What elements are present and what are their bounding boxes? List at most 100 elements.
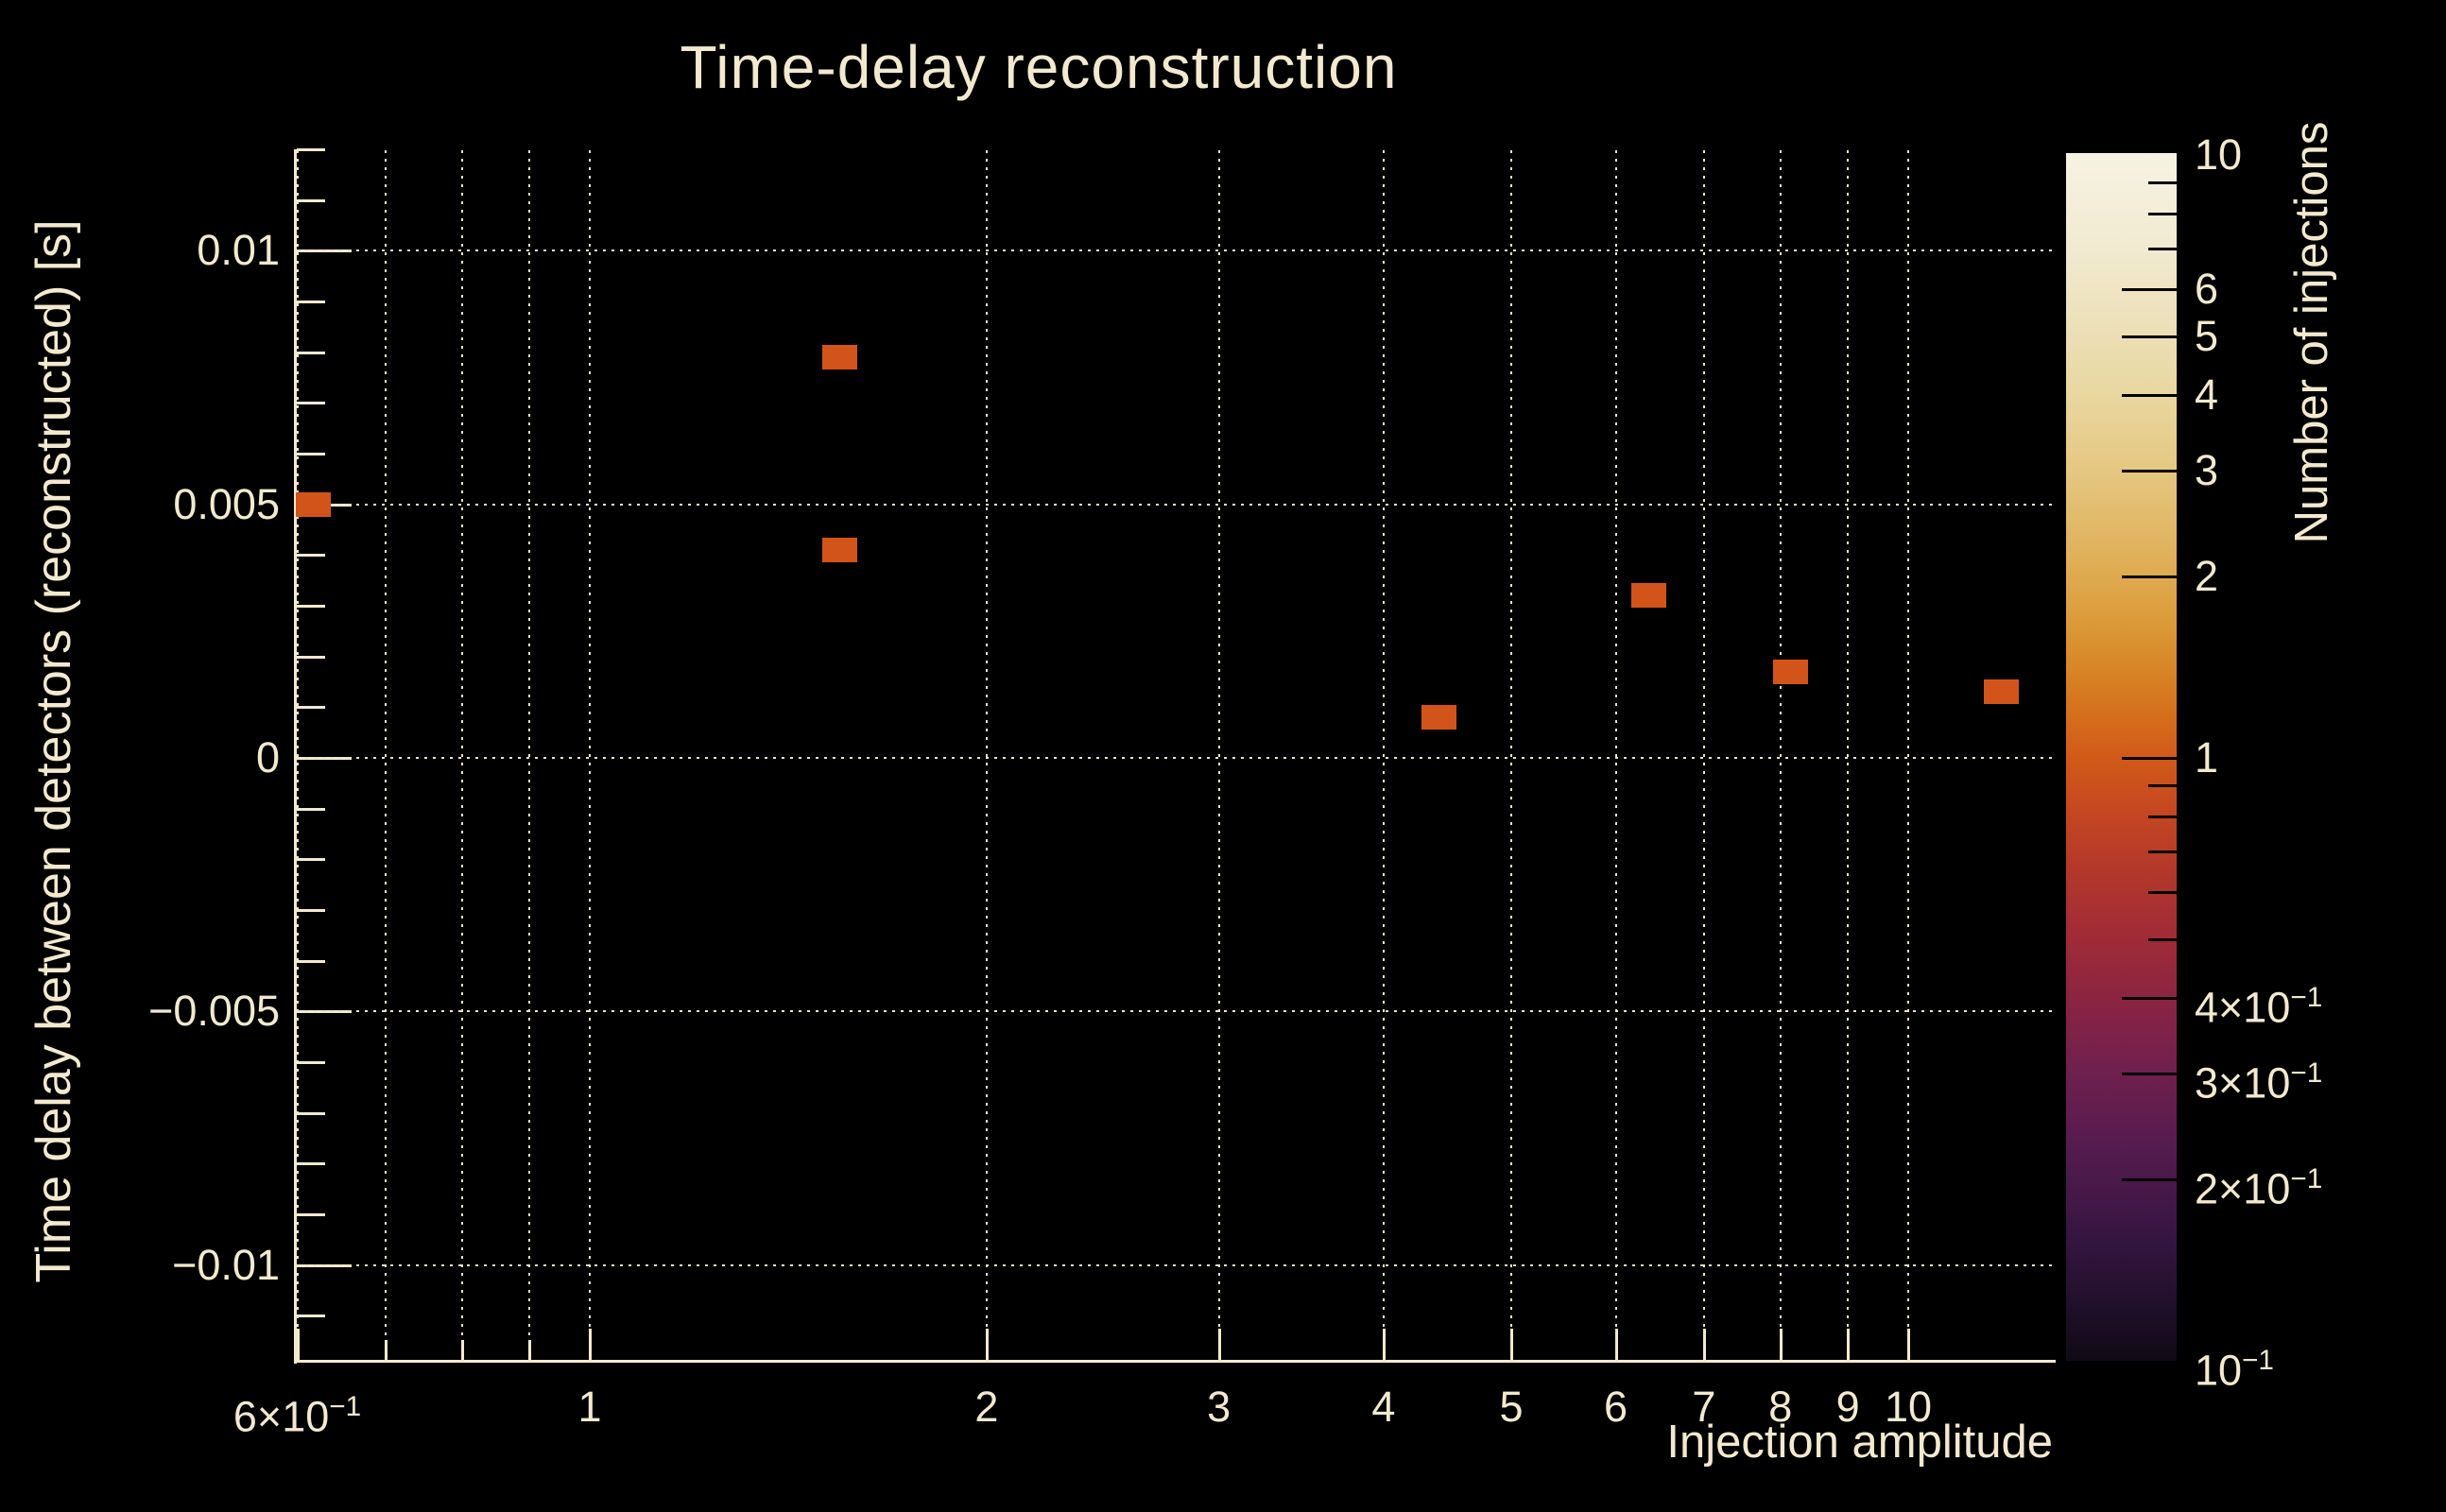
x-tick-label: 1	[577, 1383, 602, 1431]
x-tick	[460, 1340, 464, 1361]
y-tick	[297, 147, 325, 151]
exponent: −1	[2290, 1162, 2323, 1194]
y-tick	[297, 300, 325, 303]
colorbar-tick-label: 5	[2195, 312, 2219, 361]
colorbar-tick	[2122, 575, 2177, 578]
colorbar-tick	[2122, 757, 2177, 760]
y-tick	[297, 1111, 325, 1115]
colorbar-tick	[2122, 1177, 2177, 1181]
y-tick-label: −0.005	[148, 987, 280, 1036]
data-cell	[822, 345, 857, 369]
x-tick-label: 8	[1768, 1383, 1793, 1431]
x-tick-label: 10	[1884, 1383, 1933, 1431]
x-tick-label: 5	[1499, 1383, 1524, 1431]
colorbar-tick	[2148, 850, 2177, 853]
x-tick-label: 4	[1371, 1383, 1396, 1431]
y-gridline	[297, 249, 2056, 252]
y-tick	[297, 604, 325, 608]
colorbar-tick-label: 10	[2195, 130, 2243, 179]
y-tick-label: 0	[255, 733, 280, 782]
x-gridline	[460, 150, 463, 1361]
colorbar-tick	[2122, 287, 2177, 291]
x-gridline	[1907, 150, 1909, 1361]
colorbar-tick-label: 4×10−1	[2195, 981, 2323, 1032]
x-tick	[1217, 1329, 1221, 1361]
y-tick	[297, 554, 325, 558]
x-tick	[1614, 1329, 1618, 1361]
x-tick-label: 6	[1604, 1383, 1628, 1431]
x-tick	[1382, 1329, 1386, 1361]
y-tick	[297, 909, 325, 913]
data-cell	[1773, 660, 1808, 684]
x-gridline	[1779, 150, 1782, 1361]
x-axis-title: Injection amplitude	[1666, 1417, 2053, 1468]
colorbar-tick	[2148, 181, 2177, 185]
colorbar-tick-label: 6	[2195, 264, 2219, 313]
y-tick	[297, 706, 325, 710]
x-gridline	[1382, 150, 1385, 1361]
y-tick	[297, 655, 325, 659]
exponent: −1	[2242, 1345, 2274, 1376]
x-gridline	[384, 150, 387, 1361]
y-tick	[297, 858, 325, 862]
colorbar-tick	[2122, 393, 2177, 397]
x-gridline	[1614, 150, 1617, 1361]
x-gridline	[528, 150, 531, 1361]
colorbar-tick	[2122, 996, 2177, 1000]
x-tick	[589, 1329, 592, 1361]
y-tick	[297, 402, 325, 405]
colorbar-tick	[2122, 1072, 2177, 1075]
chart-title: Time-delay reconstruction	[680, 33, 1398, 101]
x-tick-label: 9	[1835, 1383, 1860, 1431]
data-cell	[822, 538, 857, 562]
exponent: −1	[329, 1391, 362, 1422]
x-tick	[1907, 1329, 1910, 1361]
y-tick-label: 0.01	[197, 226, 280, 275]
x-gridline	[296, 150, 299, 1361]
x-tick	[1847, 1329, 1851, 1361]
y-tick	[297, 198, 325, 202]
y-tick	[297, 959, 325, 963]
y-tick	[297, 1213, 325, 1217]
x-gridline	[1702, 150, 1705, 1361]
x-gridline	[1847, 150, 1850, 1361]
y-gridline	[297, 503, 2056, 506]
y-tick	[297, 1162, 325, 1166]
colorbar-tick-label: 4	[2195, 369, 2219, 419]
y-axis-line	[294, 149, 297, 1364]
x-tick	[528, 1340, 532, 1361]
data-cell	[1984, 679, 2019, 704]
x-axis-line	[294, 1360, 2056, 1363]
data-cell	[1631, 583, 1666, 608]
x-tick	[1702, 1329, 1706, 1361]
y-tick	[297, 807, 325, 811]
colorbar-tick-label: 2	[2195, 551, 2219, 600]
colorbar-tick	[2122, 469, 2177, 472]
x-gridline	[1510, 150, 1513, 1361]
x-tick	[1510, 1329, 1514, 1361]
x-tick-label: 6×10−1	[233, 1391, 362, 1441]
colorbar-tick	[2148, 938, 2177, 942]
colorbar-tick-label: 1	[2195, 733, 2219, 782]
colorbar-tick	[2148, 212, 2177, 215]
data-cell	[1421, 705, 1456, 730]
y-gridline	[297, 1010, 2056, 1013]
x-gridline	[1217, 150, 1220, 1361]
x-tick	[296, 1329, 300, 1361]
colorbar-tick-label: 3	[2195, 445, 2219, 494]
y-tick	[297, 1061, 325, 1065]
x-tick-label: 3	[1207, 1383, 1232, 1431]
y-tick-label: −0.01	[172, 1240, 280, 1289]
x-tick	[384, 1340, 388, 1361]
data-cell	[296, 492, 331, 517]
y-gridline	[297, 1263, 2056, 1266]
colorbar-tick	[2148, 784, 2177, 788]
exponent: −1	[2290, 1057, 2323, 1089]
colorbar-tick	[2148, 890, 2177, 894]
colorbar-tick-label: 2×10−1	[2195, 1162, 2323, 1213]
colorbar-tick-label: 3×10−1	[2195, 1057, 2323, 1107]
x-gridline	[985, 150, 988, 1361]
y-gridline	[297, 757, 2056, 759]
y-tick	[297, 351, 325, 354]
